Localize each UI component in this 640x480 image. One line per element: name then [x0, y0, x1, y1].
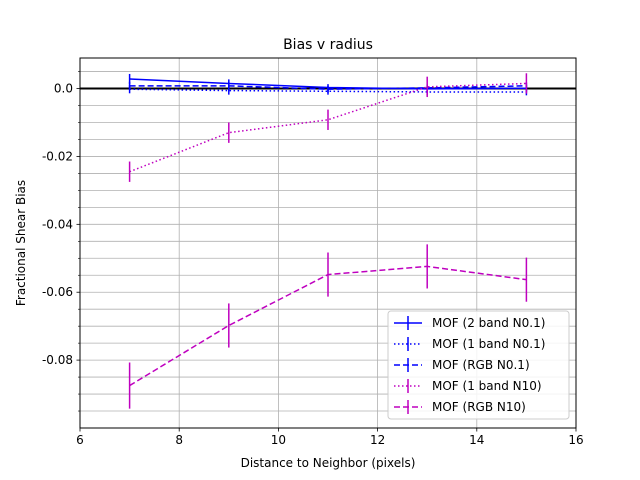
series-line — [129, 82, 527, 173]
legend-label: MOF (RGB N0.1) — [432, 358, 530, 372]
legend-box — [387, 310, 570, 420]
y-tick-label: 0.0 — [54, 82, 73, 96]
axis-ticks: 6 8 10 12 14 16 0.0 -0.02 -0.04 -0.06 -0.08 — [42, 71, 584, 447]
legend-item: MOF (1 band N0.1) — [394, 337, 545, 351]
legend-item: MOF (2 band N0.1) — [394, 316, 545, 330]
chart-title: Bias v radius — [283, 37, 373, 53]
plot-frame — [79, 57, 577, 429]
x-axis-label: Distance to Neighbor (pixels) — [241, 456, 416, 470]
y-tick-label: -0.08 — [42, 353, 73, 367]
legend-item: MOF (RGB N10) — [394, 400, 526, 414]
legend-item: MOF (1 band N10) — [394, 379, 542, 393]
y-axis-label: Fractional Shear Bias — [14, 180, 28, 306]
x-tick-label: 6 — [76, 433, 84, 447]
legend: MOF (2 band N0.1) MOF (1 band N0.1) MOF (R… — [387, 310, 570, 420]
series-group — [128, 73, 528, 409]
x-tick-label: 14 — [469, 433, 484, 447]
x-tick-label: 8 — [175, 433, 183, 447]
legend-label: MOF (1 band N0.1) — [432, 337, 545, 351]
legend-item: MOF (RGB N0.1) — [394, 358, 530, 372]
legend-label: MOF (2 band N0.1) — [432, 316, 545, 330]
series — [128, 244, 528, 409]
x-tick-label: 12 — [370, 433, 385, 447]
series — [128, 73, 528, 182]
legend-label: MOF (RGB N10) — [432, 400, 526, 414]
x-tick-label: 10 — [271, 433, 286, 447]
x-tick-label: 16 — [568, 433, 583, 447]
y-tick-label: -0.06 — [42, 285, 73, 299]
y-tick-label: -0.04 — [42, 217, 73, 231]
y-tick-label: -0.02 — [42, 149, 73, 163]
legend-label: MOF (1 band N10) — [432, 379, 542, 393]
